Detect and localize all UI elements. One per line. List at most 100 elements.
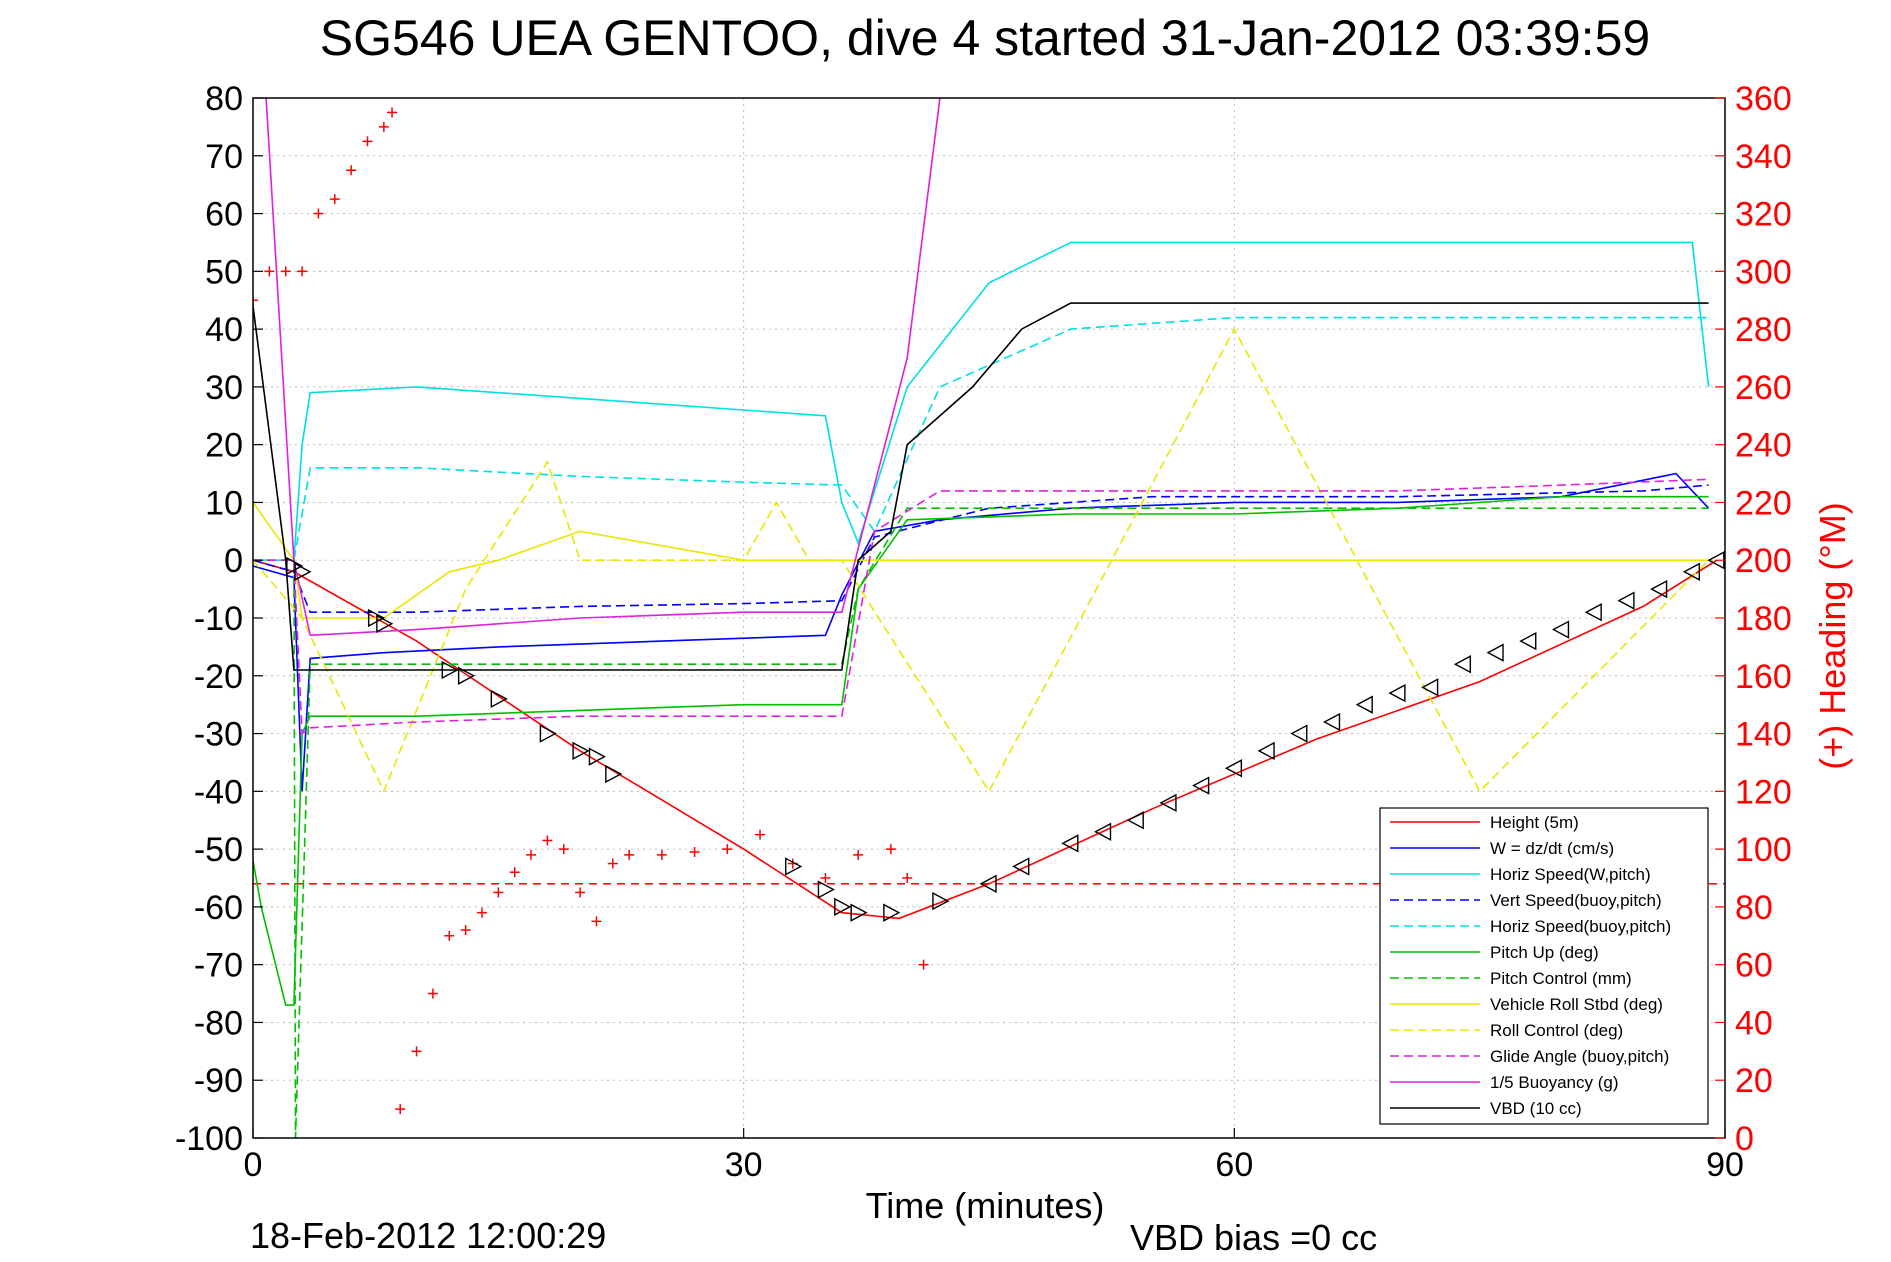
ascent-marker — [1421, 678, 1439, 697]
heading-point — [444, 930, 455, 941]
left-tick-label: -90 — [194, 1062, 243, 1100]
ascent-marker — [1650, 579, 1668, 599]
left-tick-label: 80 — [205, 80, 243, 118]
ascent-marker — [1519, 631, 1537, 651]
heading-layer — [253, 107, 929, 1115]
descent-marker — [490, 689, 508, 709]
series-layer — [253, 98, 1718, 1138]
ascent-marker — [1551, 620, 1570, 639]
legend-entry: Height (5m) — [1390, 813, 1579, 832]
legend-entry: Glide Angle (buoy,pitch) — [1390, 1047, 1669, 1066]
descent-marker — [457, 666, 476, 685]
legend-entry: Vert Speed(buoy,pitch) — [1390, 891, 1662, 910]
heading-point — [346, 165, 357, 176]
heading-point — [395, 1104, 406, 1115]
x-axis-label: Time (minutes) — [866, 1185, 1105, 1226]
heading-point — [542, 835, 553, 846]
left-tick-label: 70 — [205, 138, 243, 176]
series-line-11 — [253, 302, 1709, 671]
left-tick-label: -80 — [194, 1004, 243, 1042]
heading-point — [656, 849, 667, 860]
legend-box — [1379, 807, 1709, 1125]
heading-point — [476, 907, 487, 918]
series-line-6 — [253, 507, 1709, 1138]
descent-marker — [539, 724, 557, 743]
ascent-marker — [1617, 591, 1635, 610]
series-line-9 — [253, 478, 1709, 736]
descent-marker — [834, 897, 852, 917]
right-tick-label: 60 — [1735, 947, 1773, 985]
series-line-10 — [265, 98, 941, 637]
legend-label: VBD (10 cc) — [1490, 1099, 1582, 1118]
descent-marker — [376, 614, 394, 633]
heading-point — [427, 988, 438, 999]
ascent-marker — [979, 874, 997, 893]
legend-label: 1/5 Buoyancy (g) — [1490, 1073, 1619, 1092]
left-tick-label: -10 — [194, 600, 243, 638]
heading-point — [253, 295, 258, 306]
heading-point — [755, 829, 766, 840]
heading-point — [902, 873, 913, 883]
right-tick-label: 0 — [1735, 1120, 1754, 1158]
series-line-1 — [253, 472, 1710, 792]
descent-marker — [441, 660, 459, 680]
right-tick-label: 160 — [1735, 658, 1792, 696]
x-tick-label: 0 — [244, 1146, 263, 1184]
heading-point — [313, 208, 324, 219]
descent-marker — [294, 562, 312, 581]
heading-point — [460, 925, 471, 935]
left-tick-label: 50 — [205, 253, 243, 291]
left-tick-label: 30 — [205, 369, 243, 407]
legend-entry: 1/5 Buoyancy (g) — [1390, 1073, 1619, 1092]
legend-entry: Pitch Up (deg) — [1390, 943, 1599, 962]
dive-marker-layer — [286, 551, 1725, 922]
right-tick-label: 200 — [1735, 542, 1792, 580]
legend-entry: W = dz/dt (cm/s) — [1390, 839, 1614, 858]
ascent-marker — [1012, 857, 1030, 876]
right-axis-label: (+) Heading (°M) — [1812, 502, 1853, 769]
legend-label: Roll Control (deg) — [1490, 1021, 1623, 1040]
heading-point — [526, 849, 537, 860]
descent-marker — [932, 891, 950, 911]
legend-label: W = dz/dt (cm/s) — [1490, 839, 1614, 858]
legend-items: Height (5m) W = dz/dt (cm/s) Horiz Speed(W… — [1390, 813, 1671, 1118]
left-axis-ticks: 80 70 60 50 40 30 20 10 0 -10 -20 -30 -40 -50 -60 -70 -8… — [175, 80, 263, 1158]
footer-vbd-bias: VBD bias =0 cc — [1130, 1217, 1377, 1258]
heading-point — [558, 844, 569, 855]
right-tick-label: 20 — [1735, 1062, 1773, 1100]
footer-timestamp: 18-Feb-2012 12:00:29 — [250, 1215, 606, 1256]
descent-marker — [588, 747, 606, 766]
descent-marker — [883, 903, 901, 922]
left-tick-label: -100 — [175, 1120, 243, 1158]
x-tick-label: 30 — [725, 1146, 763, 1184]
x-tick-label: 90 — [1706, 1146, 1744, 1184]
heading-point — [411, 1046, 422, 1057]
heading-point — [378, 121, 389, 132]
left-tick-label: -60 — [194, 889, 243, 927]
legend-label: Pitch Control (mm) — [1490, 969, 1632, 988]
legend-entry: VBD (10 cc) — [1390, 1099, 1582, 1118]
left-tick-label: 10 — [205, 484, 243, 522]
right-tick-label: 80 — [1735, 889, 1773, 927]
left-tick-label: -40 — [194, 773, 243, 811]
heading-point — [853, 849, 864, 860]
left-tick-label: -30 — [194, 716, 243, 754]
right-tick-label: 220 — [1735, 484, 1792, 522]
legend: Height (5m) W = dz/dt (cm/s) Horiz Speed(W… — [1379, 807, 1709, 1125]
series-line-5 — [253, 495, 1709, 1006]
legend-entry: Vehicle Roll Stbd (deg) — [1390, 995, 1663, 1014]
ascent-marker — [1682, 562, 1700, 581]
heading-point — [591, 916, 602, 927]
ascent-marker — [1126, 811, 1144, 830]
heading-point — [362, 136, 373, 147]
ascent-marker — [1192, 776, 1210, 795]
ascent-marker — [1388, 683, 1406, 703]
left-tick-label: -50 — [194, 831, 243, 869]
right-tick-label: 280 — [1735, 311, 1792, 349]
ascent-marker — [1061, 834, 1079, 853]
ascent-marker — [1290, 724, 1308, 743]
descent-marker — [572, 741, 590, 761]
series-line-2 — [253, 241, 1710, 562]
right-axis-ticks: 3603403203002802602402202001801601401201… — [1715, 80, 1792, 1158]
